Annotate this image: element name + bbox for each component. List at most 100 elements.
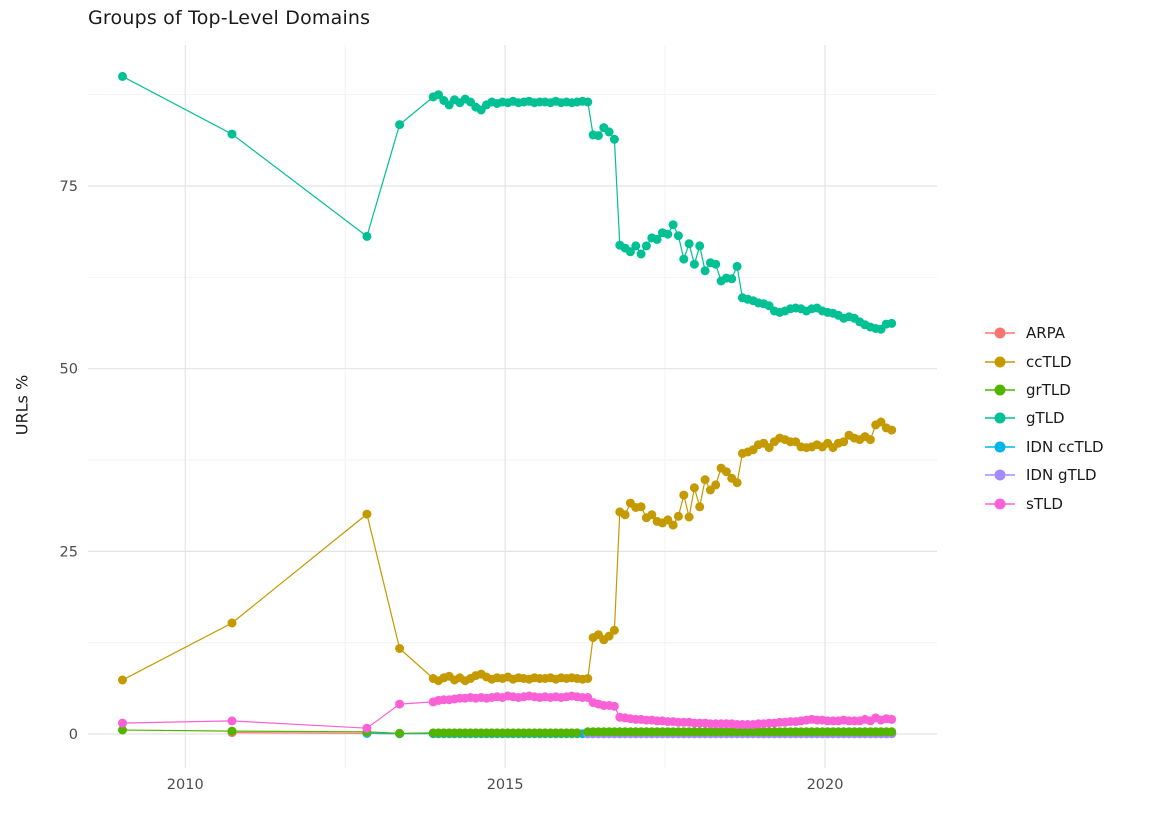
data-point <box>887 425 897 435</box>
data-point <box>711 259 721 269</box>
data-point <box>434 90 443 100</box>
data-point <box>118 718 127 728</box>
series-grTLD <box>118 725 897 738</box>
data-point <box>839 437 849 447</box>
data-point <box>721 467 731 477</box>
data-point <box>118 725 127 735</box>
x-tick-label: 2015 <box>487 777 524 793</box>
data-point <box>395 728 405 738</box>
data-point <box>673 231 683 241</box>
legend-item-label: IDN ccTLD <box>1026 437 1104 456</box>
series-gTLD <box>118 71 897 334</box>
data-point <box>118 71 127 81</box>
data-point <box>700 475 710 485</box>
x-tick-label: 2010 <box>167 777 204 793</box>
legend-key-dot <box>994 469 1006 481</box>
data-point <box>620 510 630 520</box>
data-point <box>362 509 372 519</box>
y-tick-label: 50 <box>60 362 78 378</box>
data-point <box>764 443 774 453</box>
legend-key-dot <box>994 327 1006 339</box>
data-point <box>604 631 614 641</box>
data-point <box>227 726 237 736</box>
data-point <box>641 241 651 251</box>
data-point <box>727 274 737 284</box>
data-point <box>593 131 603 141</box>
data-point <box>227 129 237 139</box>
y-tick-label: 25 <box>60 544 78 560</box>
series-line <box>122 75 892 330</box>
legend-key-dot <box>994 498 1006 510</box>
data-point <box>625 247 635 257</box>
data-point <box>668 520 678 530</box>
data-point <box>652 234 662 244</box>
data-point <box>689 259 699 269</box>
data-point <box>700 266 710 276</box>
data-point <box>732 261 742 271</box>
data-point <box>684 239 694 249</box>
data-point <box>395 644 405 653</box>
y-tick-label: 75 <box>60 179 78 195</box>
x-tick-label: 2020 <box>807 777 844 793</box>
legend-item-label: IDN gTLD <box>1026 466 1097 485</box>
legend-key-icon <box>985 441 1015 453</box>
chart-title: Groups of Top-Level Domains <box>88 7 371 29</box>
data-point <box>609 625 619 635</box>
data-point <box>647 510 657 520</box>
series-ccTLD <box>118 417 897 686</box>
legend-item-label: gTLD <box>1026 409 1065 428</box>
data-point <box>865 435 875 445</box>
data-point <box>362 231 372 241</box>
data-point <box>604 127 614 137</box>
legend-item-label: ARPA <box>1026 324 1066 343</box>
data-point <box>668 220 678 230</box>
legend-key-icon <box>985 498 1015 510</box>
legend-item-grTLD: grTLD <box>984 376 1104 404</box>
y-tick-label: 0 <box>69 727 78 743</box>
data-point <box>887 727 897 737</box>
data-point <box>711 480 721 490</box>
data-point <box>583 674 593 683</box>
data-point <box>689 483 699 493</box>
series-sTLD <box>118 691 897 733</box>
data-point <box>732 478 742 488</box>
data-point <box>572 728 582 738</box>
data-point <box>609 134 619 144</box>
data-point <box>679 254 689 264</box>
legend-item-label: ccTLD <box>1026 352 1072 371</box>
data-point <box>227 618 237 628</box>
legend-key-icon <box>985 356 1015 368</box>
legend-key-dot <box>994 412 1006 424</box>
data-point <box>583 97 593 107</box>
data-point <box>636 249 646 259</box>
data-point <box>227 716 237 726</box>
legend-item-IDN-gTLD: IDN gTLD <box>984 461 1104 489</box>
data-point <box>695 502 705 512</box>
legend-item-gTLD: gTLD <box>984 404 1104 432</box>
legend-key-icon <box>985 412 1015 424</box>
data-point <box>362 723 372 733</box>
data-point <box>887 318 897 328</box>
legend-item-label: grTLD <box>1026 380 1071 399</box>
legend-key-icon <box>985 384 1015 396</box>
legend-key-icon <box>985 469 1015 481</box>
data-point <box>395 699 405 709</box>
data-point <box>887 714 897 724</box>
data-point <box>679 490 689 500</box>
data-point <box>695 241 705 251</box>
legend-item-sTLD: sTLD <box>984 489 1104 517</box>
data-point <box>609 701 619 711</box>
legend-item-ARPA: ARPA <box>984 319 1104 347</box>
legend-item-ccTLD: ccTLD <box>984 347 1104 375</box>
legend-key-dot <box>994 356 1006 368</box>
legend-key-dot <box>994 441 1006 453</box>
legend-key-dot <box>994 384 1006 396</box>
data-point <box>631 241 641 251</box>
legend-key-icon <box>985 327 1015 339</box>
data-point <box>395 120 405 130</box>
data-point <box>636 502 646 512</box>
data-point <box>118 675 127 685</box>
data-point <box>876 417 886 427</box>
